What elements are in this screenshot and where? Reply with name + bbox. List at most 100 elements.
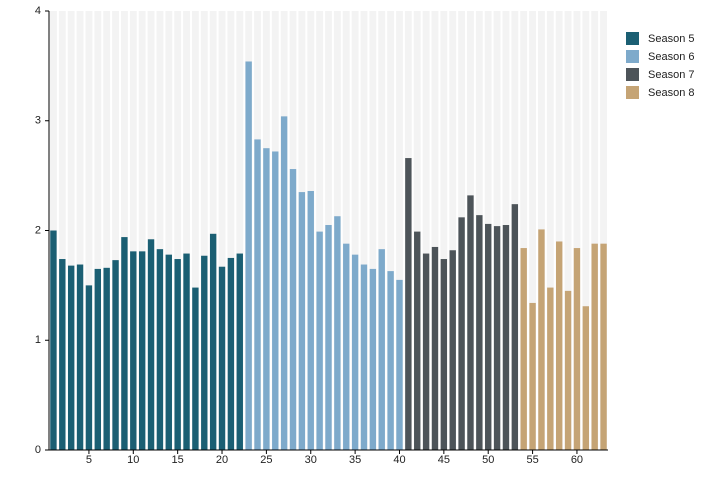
bar [263,148,270,450]
bar [103,267,110,450]
legend-label: Season 5 [648,33,694,45]
x-tick-label: 50 [482,454,494,466]
bar [76,264,84,450]
y-tick-label: 1 [35,334,41,346]
bar [94,268,101,450]
y-tick-label: 2 [35,224,41,236]
band-background [378,11,386,450]
bar [511,204,519,450]
bar [520,248,527,450]
bar [591,243,598,450]
band-background [360,11,368,450]
legend-label: Season 6 [648,51,694,63]
bar [59,259,66,450]
bar [165,254,172,450]
bar [174,259,181,450]
band-background [422,11,430,450]
band-background [156,11,164,450]
bar [67,265,75,450]
band-background [200,11,208,450]
bar [422,253,430,450]
bar [307,190,314,451]
bar [360,264,368,450]
bar [121,237,128,450]
bar [458,217,465,450]
band-background [316,11,324,450]
band-background [582,11,590,450]
bar [502,225,510,450]
band-background [147,11,155,450]
bar [351,254,359,450]
band-background [76,11,84,450]
x-tick-label: 60 [571,454,583,466]
band-background [555,11,563,450]
legend-swatch [626,86,639,99]
bar [414,231,421,450]
x-tick-label: 45 [438,454,450,466]
legend-swatch [626,50,639,63]
band-background [564,11,572,450]
x-tick-label: 30 [305,454,317,466]
bar [440,259,448,450]
bar [289,169,297,451]
x-tick-label: 20 [216,454,228,466]
x-tick-label: 10 [127,454,139,466]
bar [449,250,456,450]
bar [138,251,146,450]
band-background [85,11,93,450]
bar [236,253,243,450]
band-background [209,11,217,450]
bar [112,260,119,450]
band-background [396,11,403,450]
bar [493,226,501,450]
bar [254,139,261,450]
band-background [520,11,528,450]
bar [183,253,190,450]
bar [192,287,199,450]
legend-swatch [626,68,639,81]
band-background [120,11,128,450]
band-background [342,11,350,450]
band-background [67,11,75,450]
band-background [218,11,226,450]
bar [564,290,572,450]
band-background [174,11,182,450]
bar [396,279,403,450]
bar [378,249,385,450]
band-background [413,11,421,450]
bar [130,251,137,450]
y-tick-label: 4 [35,5,41,17]
bar [334,216,341,450]
band-background [227,11,235,450]
bar [325,225,332,450]
bar [343,243,350,450]
bar [209,233,217,450]
band-background [138,11,146,450]
band-background [191,11,199,450]
bar [547,287,554,450]
bar [582,306,590,450]
band-background [591,11,599,450]
band-background [440,11,448,450]
bar [50,230,57,450]
band-background [165,11,173,450]
band-background [387,11,395,450]
legend-label: Season 8 [648,87,694,99]
bar [538,229,545,450]
band-background [546,11,554,450]
bar [298,192,306,450]
band-background [94,11,102,450]
x-tick-label: 55 [526,454,538,466]
band-background [58,11,66,450]
x-tick-label: 40 [393,454,405,466]
bar [573,248,581,450]
band-background [600,11,607,450]
x-tick-label: 15 [172,454,184,466]
bar [485,223,492,450]
bar [147,239,155,450]
bar [431,246,439,450]
bar [218,266,226,450]
bar [467,195,474,450]
x-tick-label: 5 [86,454,92,466]
